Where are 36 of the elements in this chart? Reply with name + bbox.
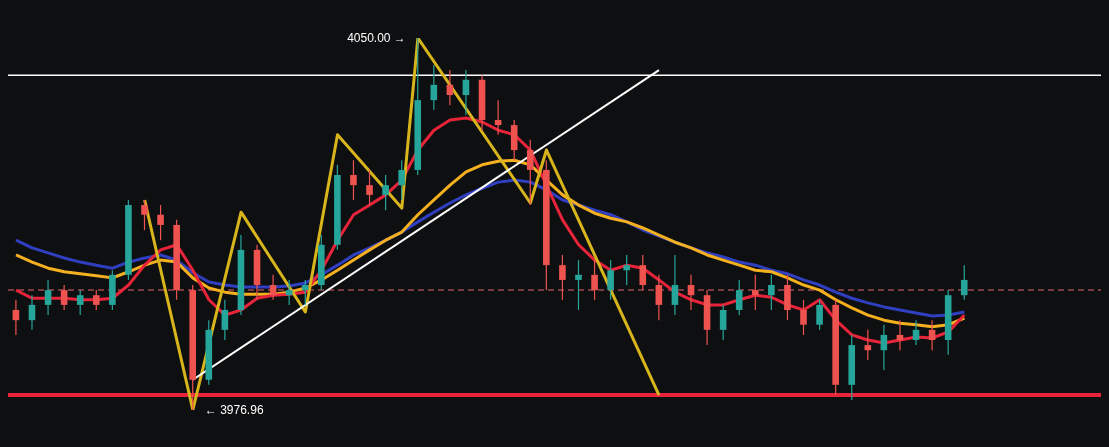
candlestick: [44, 279, 52, 316]
candlestick: [157, 204, 164, 241]
candlestick: [382, 174, 389, 211]
candlestick: [350, 159, 357, 201]
candlestick: [623, 254, 631, 286]
candlestick: [751, 274, 759, 311]
candlestick: [960, 264, 968, 301]
candlestick: [269, 274, 277, 301]
candlestick: [60, 284, 68, 311]
candlestick: [76, 289, 84, 316]
candlestick: [800, 299, 807, 336]
annotation: ← 3976.96: [204, 403, 264, 418]
candlestick: [575, 259, 582, 311]
candlestick: [559, 254, 566, 301]
candlestick: [687, 274, 695, 311]
candlestick: [912, 319, 920, 346]
candlestick: [591, 259, 598, 301]
candlestick: [141, 199, 148, 231]
candlestick: [398, 159, 405, 201]
candlestick: [12, 299, 20, 336]
candlestick: [928, 319, 936, 351]
candlestick: [768, 274, 775, 311]
candlestick: [607, 259, 614, 301]
candlestick: [221, 299, 229, 341]
candlestick: [735, 279, 743, 316]
candlestick: [446, 69, 454, 106]
candlestick: [655, 274, 663, 321]
candlestick: [366, 169, 373, 206]
candlestick: [301, 279, 309, 306]
annotation: 4050.00 →: [347, 31, 406, 46]
candlestick: [671, 254, 679, 316]
candlestick: [526, 139, 534, 206]
candlestick: [92, 289, 100, 311]
candlestick: [719, 304, 727, 341]
candlestick: [639, 254, 647, 291]
candlestick: [816, 299, 823, 331]
